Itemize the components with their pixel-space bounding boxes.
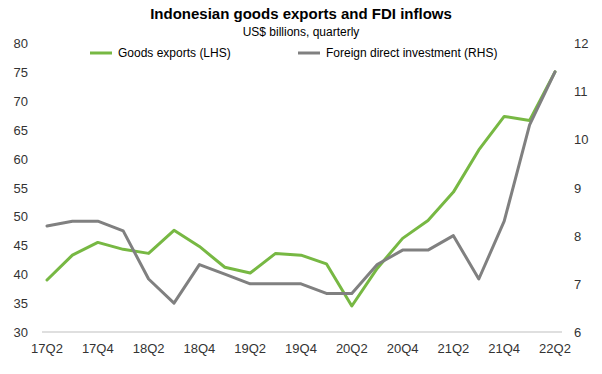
x-tick-label: 19Q2 — [234, 341, 266, 356]
x-tick-label: 17Q2 — [31, 341, 63, 356]
legend-swatch — [90, 52, 112, 55]
subtitle: US$ billions, quarterly — [243, 25, 360, 39]
legend-label: Goods exports (LHS) — [118, 46, 231, 60]
x-axis-line — [42, 332, 562, 333]
x-tick-label: 22Q2 — [539, 341, 571, 356]
y-tick-label: 70 — [14, 94, 28, 109]
y-tick-label: 45 — [14, 238, 28, 253]
chart-container: Indonesian goods exports and FDI inflows… — [0, 0, 602, 374]
y-tick-label: 55 — [14, 181, 28, 196]
x-tick-label: 19Q4 — [285, 341, 317, 356]
y2-tick-label: 11 — [574, 84, 588, 99]
y2-tick-label: 6 — [574, 325, 581, 340]
y-tick-label: 40 — [14, 267, 28, 282]
y-tick-label: 65 — [14, 123, 28, 138]
x-tick-label: 18Q2 — [133, 341, 165, 356]
legend-swatch — [298, 52, 320, 55]
y-tick-label: 60 — [14, 152, 28, 167]
series-line — [47, 72, 555, 306]
series-line — [47, 72, 555, 303]
x-tick-label: 18Q4 — [183, 341, 215, 356]
y2-tick-label: 8 — [574, 229, 581, 244]
x-tick-label: 21Q4 — [488, 341, 520, 356]
y2-tick-label: 9 — [574, 181, 581, 196]
y-tick-label: 75 — [14, 65, 28, 80]
x-tick-label: 20Q4 — [387, 341, 419, 356]
y2-tick-label: 7 — [574, 277, 581, 292]
x-tick-label: 17Q4 — [82, 341, 114, 356]
x-tick-label: 20Q2 — [336, 341, 368, 356]
legend-label: Foreign direct investment (RHS) — [326, 46, 497, 60]
y2-tick-label: 10 — [574, 132, 588, 147]
chart-svg: Indonesian goods exports and FDI inflows… — [0, 0, 602, 374]
x-tick-label: 21Q2 — [437, 341, 469, 356]
plot-area — [47, 72, 555, 306]
y-tick-label: 50 — [14, 209, 28, 224]
y2-tick-label: 12 — [574, 36, 588, 51]
y-tick-label: 30 — [14, 325, 28, 340]
y-tick-label: 80 — [14, 36, 28, 51]
y-tick-label: 35 — [14, 296, 28, 311]
title: Indonesian goods exports and FDI inflows — [150, 5, 452, 22]
